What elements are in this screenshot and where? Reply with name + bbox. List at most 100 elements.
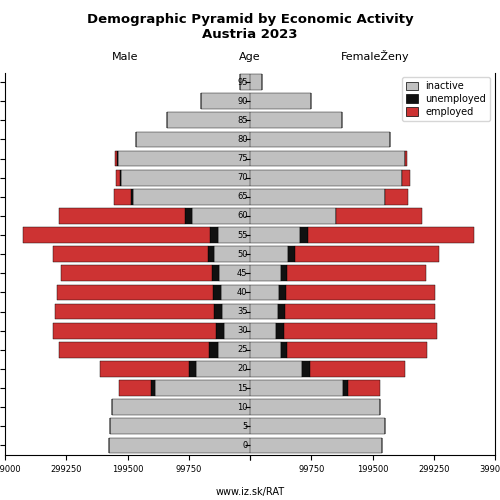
Bar <box>114 189 131 204</box>
Bar <box>336 208 422 224</box>
Bar <box>280 342 287 357</box>
Bar <box>276 323 284 338</box>
Text: 25: 25 <box>237 346 248 354</box>
Bar <box>109 438 250 454</box>
Bar <box>54 304 214 320</box>
Bar <box>280 266 287 281</box>
Bar <box>136 132 250 148</box>
Bar <box>210 342 218 357</box>
Bar <box>201 94 250 109</box>
Bar <box>100 361 188 377</box>
Bar <box>110 418 250 434</box>
Bar <box>250 284 280 300</box>
Text: 75: 75 <box>237 154 248 163</box>
Bar <box>295 246 439 262</box>
Bar <box>121 170 250 186</box>
Bar <box>302 361 310 377</box>
Bar <box>240 74 250 90</box>
Bar <box>250 227 300 243</box>
Text: Age: Age <box>239 52 261 62</box>
Legend: inactive, unemployed, employed: inactive, unemployed, employed <box>402 78 490 121</box>
Text: 85: 85 <box>237 116 248 125</box>
Bar <box>285 304 436 320</box>
Text: 40: 40 <box>237 288 248 297</box>
Bar <box>250 438 382 454</box>
Bar <box>250 380 344 396</box>
Bar <box>218 227 250 243</box>
Text: www.iz.sk/RAT: www.iz.sk/RAT <box>216 488 284 498</box>
Bar <box>288 246 295 262</box>
Bar <box>250 323 276 338</box>
Text: 65: 65 <box>237 192 248 202</box>
Bar <box>278 304 285 320</box>
Text: 5: 5 <box>242 422 248 431</box>
Text: 20: 20 <box>237 364 248 374</box>
Bar <box>250 150 404 166</box>
Bar <box>120 170 121 186</box>
Bar <box>53 323 216 338</box>
Bar <box>119 380 151 396</box>
Bar <box>310 361 406 377</box>
Bar <box>62 266 212 281</box>
Bar <box>250 400 380 415</box>
Text: 55: 55 <box>237 230 248 239</box>
Bar <box>348 380 380 396</box>
Bar <box>220 284 250 300</box>
Bar <box>250 170 402 186</box>
Text: 45: 45 <box>237 269 248 278</box>
Bar <box>224 323 250 338</box>
Bar <box>185 208 192 224</box>
Text: 35: 35 <box>237 307 248 316</box>
Bar <box>115 150 117 166</box>
Text: 10: 10 <box>237 402 248 411</box>
Bar <box>288 266 426 281</box>
Bar <box>286 284 435 300</box>
Bar <box>134 189 250 204</box>
Bar <box>155 380 250 396</box>
Text: 0: 0 <box>242 441 248 450</box>
Bar <box>167 112 250 128</box>
Bar <box>196 361 250 377</box>
Bar <box>300 227 308 243</box>
Bar <box>216 323 224 338</box>
Bar <box>250 132 390 148</box>
Bar <box>59 342 210 357</box>
Bar <box>188 361 196 377</box>
Bar <box>284 323 438 338</box>
Bar <box>385 189 408 204</box>
Bar <box>118 150 250 166</box>
Bar <box>250 418 385 434</box>
Bar <box>208 246 214 262</box>
Bar <box>112 400 250 415</box>
Bar <box>250 208 336 224</box>
Bar <box>250 304 278 320</box>
Bar <box>213 284 220 300</box>
Bar <box>250 246 288 262</box>
Bar <box>250 266 280 281</box>
Text: 60: 60 <box>237 212 248 220</box>
Bar <box>222 304 250 320</box>
Bar <box>151 380 155 396</box>
Bar <box>192 208 250 224</box>
Bar <box>250 94 312 109</box>
Bar <box>218 342 250 357</box>
Bar <box>402 170 410 186</box>
Text: Demographic Pyramid by Economic Activity: Demographic Pyramid by Economic Activity <box>86 12 413 26</box>
Text: 95: 95 <box>237 78 248 86</box>
Text: 50: 50 <box>237 250 248 258</box>
Bar <box>53 246 208 262</box>
Bar <box>250 74 262 90</box>
Bar <box>117 150 118 166</box>
Bar <box>288 342 428 357</box>
Text: FemaleŽeny: FemaleŽeny <box>340 50 409 62</box>
Text: Austria 2023: Austria 2023 <box>202 28 298 40</box>
Bar <box>23 227 210 243</box>
Bar <box>131 189 134 204</box>
Text: 80: 80 <box>237 135 248 144</box>
Bar <box>308 227 474 243</box>
Bar <box>210 227 218 243</box>
Bar <box>250 361 302 377</box>
Bar <box>212 266 220 281</box>
Text: Male: Male <box>112 52 138 62</box>
Text: 70: 70 <box>237 173 248 182</box>
